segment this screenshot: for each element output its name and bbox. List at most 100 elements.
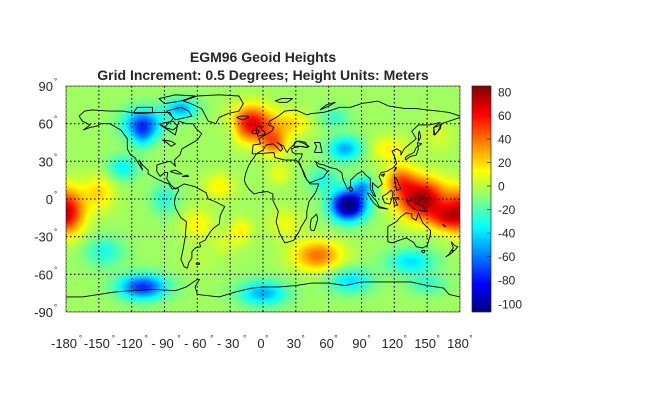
latitude-tick-label: -90 xyxy=(34,305,53,320)
hispaniola-coast xyxy=(181,174,190,177)
sumatra-java-coast xyxy=(366,192,389,210)
degree-symbol: ° xyxy=(177,334,180,343)
hainan-coast xyxy=(380,173,385,177)
new-caledonia-coast xyxy=(442,223,447,228)
sri-lanka-coast xyxy=(349,186,354,192)
degree-symbol: ° xyxy=(210,334,213,343)
degree-symbol: ° xyxy=(54,228,57,237)
graticule-grid xyxy=(66,86,460,312)
degree-symbol: ° xyxy=(54,115,57,124)
degree-symbol: ° xyxy=(145,334,148,343)
tasmania-coast xyxy=(421,250,426,254)
degree-symbol: ° xyxy=(334,334,337,343)
colorbar: 80 60 40 20 0 -20 -40 -60 -80 -100 xyxy=(471,85,522,313)
degree-symbol: ° xyxy=(79,334,82,343)
colorbar-tick-label: -20 xyxy=(498,203,516,217)
longitude-tick-label: 0 xyxy=(257,336,264,351)
degree-symbol: ° xyxy=(54,265,57,274)
degree-symbol: ° xyxy=(302,334,305,343)
latitude-tick-label: -60 xyxy=(34,267,53,282)
colorbar-ticks: 80 60 40 20 0 -20 -40 -60 -80 -100 xyxy=(487,85,522,311)
caspian-sea-coast xyxy=(313,142,323,153)
borneo-coast xyxy=(381,189,394,205)
iceland-coast xyxy=(236,115,250,121)
longitude-tick-label: - 30 xyxy=(217,336,239,351)
coastlines xyxy=(66,94,460,298)
degree-symbol: ° xyxy=(54,77,57,86)
geoid-map xyxy=(66,86,460,312)
south-island-coast xyxy=(445,250,454,258)
black-sea-coast xyxy=(293,140,309,148)
africa-coast xyxy=(243,152,320,244)
longitude-tick-label: - 60 xyxy=(184,336,206,351)
colorbar-tick-label: -80 xyxy=(498,274,516,288)
greenland-coast xyxy=(182,94,244,125)
ireland-coast xyxy=(251,129,257,135)
degree-symbol: ° xyxy=(54,152,57,161)
kamchatka-coast xyxy=(433,123,442,136)
degree-symbol: ° xyxy=(436,334,439,343)
svalbard-coast xyxy=(274,98,293,103)
longitude-tick-label: -180 xyxy=(51,336,77,351)
longitude-tick-label: -150 xyxy=(84,336,110,351)
latitude-tick-label: -30 xyxy=(34,230,53,245)
longitude-tick-labels: -180 ° -150 ° -120 ° - 90 ° - 60 ° - 30 ° 0 ° 30 ° 60 ° 90… xyxy=(51,334,473,351)
british-isles-coast xyxy=(255,125,266,137)
eurasia-coast xyxy=(251,100,460,197)
latitude-tick-label: 60 xyxy=(39,117,53,132)
japan-coast xyxy=(404,142,423,161)
cuba-coast xyxy=(169,169,183,175)
colorbar-tick-label: 0 xyxy=(498,180,505,194)
map-frame xyxy=(65,85,461,313)
degree-symbol: ° xyxy=(404,334,407,343)
colorbar-gradient xyxy=(472,86,491,312)
colorbar-tick-label: 60 xyxy=(498,109,512,123)
philippines-coast xyxy=(393,176,402,191)
latitude-tick-label: 0 xyxy=(46,192,53,207)
chart-title-line-1: EGM96 Geoid Heights xyxy=(190,49,336,65)
degree-symbol: ° xyxy=(54,303,57,312)
colorbar-tick-label: 20 xyxy=(498,156,512,170)
longitude-tick-label: 180 xyxy=(447,336,469,351)
latitude-tick-labels: 90 °60 °30 °0 °-30 °-60 °-90 ° xyxy=(34,77,57,320)
colorbar-tick-label: 80 xyxy=(498,85,512,99)
taiwan-coast xyxy=(393,167,397,172)
degree-symbol: ° xyxy=(469,334,472,343)
longitude-tick-label: -120 xyxy=(117,336,143,351)
new-guinea-coast xyxy=(406,199,428,213)
ellesmere-island-coast xyxy=(158,94,196,105)
longitude-tick-label: 30 xyxy=(287,336,301,351)
longitude-tick-label: 120 xyxy=(381,336,403,351)
chart-title-line-2: Grid Increment: 0.5 Degrees; Height Unit… xyxy=(97,67,429,83)
latitude-tick-label: 90 xyxy=(39,79,53,94)
longitude-tick-label: 90 xyxy=(352,336,366,351)
colorbar-frame xyxy=(471,85,492,313)
colorbar-tick-label: -60 xyxy=(498,250,516,264)
north-america-coast xyxy=(78,109,203,190)
degree-symbol: ° xyxy=(243,334,246,343)
colorbar-tick-label: -100 xyxy=(498,297,522,311)
madagascar-coast xyxy=(309,213,319,231)
sulawesi-coast xyxy=(392,197,400,206)
great-lakes-coast xyxy=(162,139,176,147)
antarctica-coast xyxy=(66,278,460,298)
degree-symbol: ° xyxy=(367,334,370,343)
degree-symbol: ° xyxy=(54,190,57,199)
falklands-coast xyxy=(195,262,200,265)
latitude-tick-label: 30 xyxy=(39,154,53,169)
longitude-tick-label: 60 xyxy=(319,336,333,351)
baffin-island-coast xyxy=(166,106,193,121)
colorbar-tick-label: 40 xyxy=(498,132,512,146)
colorbar-tick-label: -40 xyxy=(498,227,516,241)
hudson-bay-coast xyxy=(159,120,179,131)
longitude-tick-label: - 90 xyxy=(151,336,173,351)
australia-coast xyxy=(387,212,431,249)
new-zealand-coast xyxy=(450,241,459,251)
victoria-island-coast xyxy=(133,106,153,113)
novaya-zemlya-coast xyxy=(319,101,336,111)
degree-symbol: ° xyxy=(112,334,115,343)
degree-symbol: ° xyxy=(265,334,268,343)
longitude-tick-label: 150 xyxy=(414,336,436,351)
south-america-coast xyxy=(173,183,226,269)
